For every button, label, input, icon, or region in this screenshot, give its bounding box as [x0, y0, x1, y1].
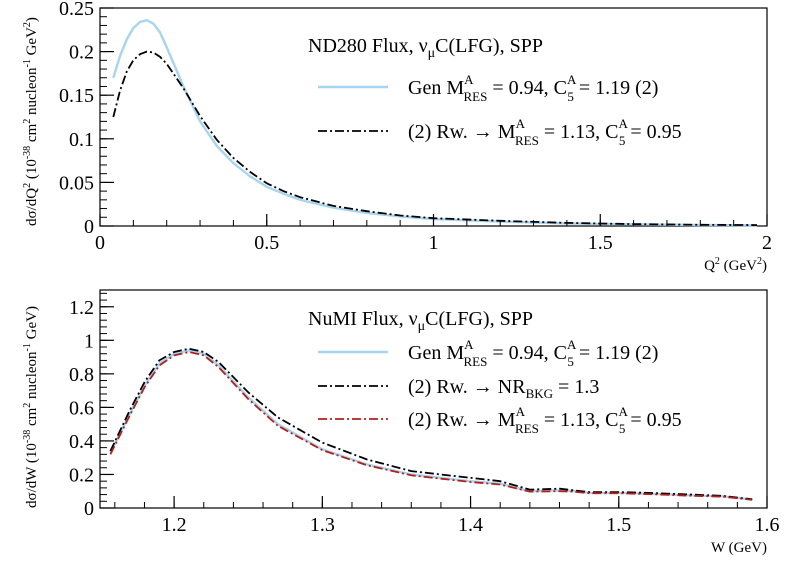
- plot-frame: [99, 7, 768, 227]
- x-tick-label: 0: [95, 232, 105, 254]
- y-tick-label: 1: [84, 330, 94, 352]
- y-tick-label: 0.4: [69, 431, 94, 453]
- y-tick-label: 0.25: [59, 0, 94, 20]
- y-tick-label: 1.2: [69, 297, 94, 319]
- y-tick-label: 0.2: [69, 42, 94, 64]
- y-tick-label: 0.1: [69, 129, 94, 151]
- x-axis-title: W (GeV): [711, 540, 767, 556]
- y-axis-title: dσ/dW (10-38 cm2 nucleon-1 GeV): [22, 306, 40, 508]
- legend-entry: (2) Rw. → MA RES = 1.13, CA 5 = 0.95: [408, 116, 682, 148]
- series-line: [109, 351, 753, 501]
- x-tick-label: 1.2: [162, 514, 187, 536]
- y-tick-label: 0.05: [59, 172, 94, 194]
- series-line: [112, 50, 758, 226]
- x-tick-label: 0.5: [254, 232, 279, 254]
- x-axis-title: Q2 (GeV2): [704, 256, 767, 274]
- y-tick-label: 0: [84, 498, 94, 520]
- plot-frame: [99, 289, 768, 509]
- x-tick-label: 1: [429, 232, 439, 254]
- x-tick-label: 1.5: [588, 232, 613, 254]
- ticks: 0 0.5 1 1.5 2 0 0.05 0.1 0.15 0.2 0.25: [59, 0, 772, 254]
- legend-entry: Gen MA RES = 0.94, CA 5 = 1.19 (2): [408, 337, 658, 369]
- legend: Gen MA RES = 0.94, CA 5 = 1.19 (2) (2) Rw.…: [318, 337, 682, 436]
- y-axis-title: dσ/dQ2 (10-38 cm2 nucleon-1 GeV2): [22, 17, 40, 226]
- panel-q2: 0 0.5 1 1.5 2 0 0.05 0.1 0.15 0.2 0.25 ND280 Flux,…: [22, 0, 772, 274]
- y-tick-label: 0: [84, 216, 94, 238]
- legend: Gen MA RES = 0.94, CA 5 = 1.19 (2) (2) Rw.…: [318, 72, 682, 148]
- series-line: [112, 19, 758, 227]
- y-tick-label: 0.15: [59, 85, 94, 107]
- legend-entry: (2) Rw. → MA RES = 1.13, CA 5 = 0.95: [408, 404, 682, 436]
- series-line: [109, 347, 753, 501]
- x-tick-label: 1.6: [755, 514, 780, 536]
- y-tick-label: 0.6: [69, 397, 94, 419]
- panel-title: ND280 Flux, νμC(LFG), SPP: [308, 35, 543, 61]
- ticks: 1.2 1.3 1.4 1.5 1.6 0 0.2 0.4 0.6 0.8 1 1.2: [69, 292, 780, 536]
- x-tick-label: 1.5: [606, 514, 631, 536]
- y-tick-label: 0.2: [69, 464, 94, 486]
- legend-entry: (2) Rw. → NRBKG = 1.3: [408, 376, 599, 401]
- x-tick-label: 2: [762, 232, 772, 254]
- panel-title: NuMI Flux, νμC(LFG), SPP: [308, 308, 533, 334]
- legend-entry: Gen MA RES = 0.94, CA 5 = 1.19 (2): [408, 72, 658, 104]
- curves: [109, 347, 753, 501]
- curves: [112, 19, 758, 227]
- x-tick-label: 1.3: [310, 514, 335, 536]
- y-tick-label: 0.8: [69, 364, 94, 386]
- x-tick-label: 1.4: [458, 514, 483, 536]
- panel-w: 1.2 1.3 1.4 1.5 1.6 0 0.2 0.4 0.6 0.8 1 1.2 NuMI Fl…: [22, 289, 780, 556]
